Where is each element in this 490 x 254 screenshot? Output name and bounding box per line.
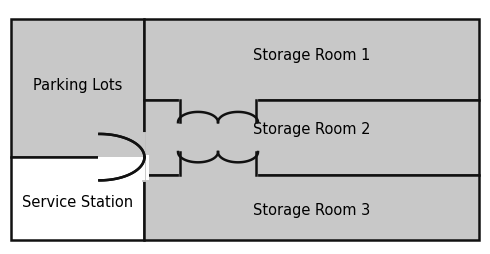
Bar — [98, 134, 145, 180]
Text: Storage Room 1: Storage Room 1 — [253, 48, 370, 63]
Bar — [11, 157, 145, 240]
Bar — [145, 100, 479, 175]
Text: Service Station: Service Station — [22, 195, 133, 210]
Text: Storage Room 2: Storage Room 2 — [253, 122, 370, 137]
Bar — [11, 19, 145, 157]
Bar — [145, 175, 479, 240]
Bar — [145, 19, 479, 100]
Bar — [179, 152, 256, 175]
Text: Parking Lots: Parking Lots — [33, 78, 122, 93]
Bar — [99, 155, 149, 180]
Text: Storage Room 3: Storage Room 3 — [253, 203, 370, 218]
Bar — [99, 157, 149, 180]
Bar — [179, 100, 256, 122]
Bar — [98, 157, 145, 180]
